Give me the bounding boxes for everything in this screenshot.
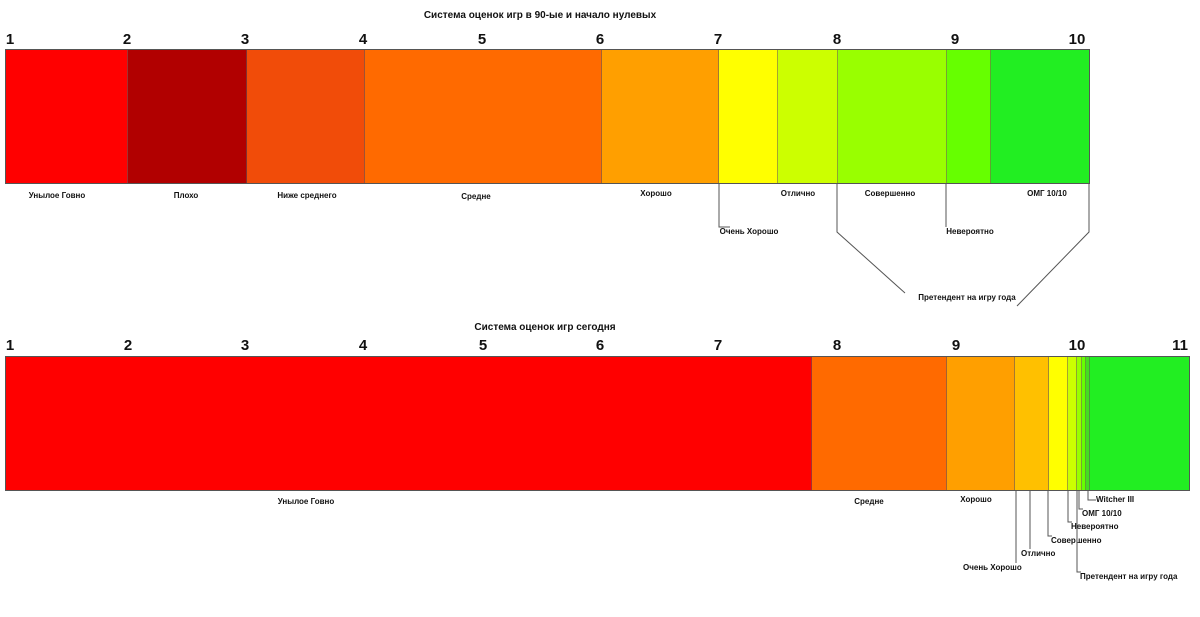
bottom-leader-omg bbox=[1078, 491, 1083, 510]
top-segment-omg bbox=[991, 50, 1089, 183]
bottom-scale-8: 8 bbox=[832, 337, 842, 354]
top-segment-sredne bbox=[365, 50, 602, 183]
bottom-scale-11: 11 bbox=[1172, 337, 1188, 354]
bottom-label-sredne: Средне bbox=[854, 497, 884, 506]
bottom-label-ochen-horosho: Очень Хорошо bbox=[963, 563, 1022, 572]
bottom-scale-5: 5 bbox=[478, 337, 488, 354]
top-label-sovershenno: Совершенно bbox=[864, 189, 916, 198]
top-label-neveroyatno: Невероятно bbox=[946, 227, 994, 236]
bottom-segment-omg bbox=[1082, 357, 1086, 490]
top-segment-ploho bbox=[128, 50, 247, 183]
top-scale-6: 6 bbox=[595, 31, 605, 48]
top-scale-3: 3 bbox=[240, 31, 250, 48]
bottom-title: Система оценок игр сегодня bbox=[474, 322, 616, 333]
top-scale-5: 5 bbox=[477, 31, 487, 48]
top-segment-neveroyatno bbox=[947, 50, 991, 183]
top-scale-7: 7 bbox=[713, 31, 723, 48]
top-segment-otlichno bbox=[778, 50, 838, 183]
bottom-segment-pretendent bbox=[1086, 357, 1090, 490]
top-bracket-left bbox=[836, 184, 906, 294]
bottom-segment-ochen-horosho bbox=[1015, 357, 1049, 490]
bottom-scale-3: 3 bbox=[240, 337, 250, 354]
bottom-label-witcher: Witcher III bbox=[1096, 495, 1135, 504]
bottom-segment-sovershenno bbox=[1068, 357, 1077, 490]
top-segment-unyloe-govno bbox=[6, 50, 128, 183]
top-scale-9: 9 bbox=[950, 31, 960, 48]
bottom-label-unyloe-govno: Унылое Говно bbox=[277, 497, 335, 506]
bottom-scale-2: 2 bbox=[123, 337, 133, 354]
bottom-leader-pretendent bbox=[1076, 491, 1081, 573]
bottom-scale-4: 4 bbox=[358, 337, 368, 354]
top-label-nizhe-srednego: Ниже среднего bbox=[277, 191, 337, 200]
top-scale-4: 4 bbox=[358, 31, 368, 48]
bottom-label-otlichno: Отлично bbox=[1021, 549, 1056, 558]
top-leader-ochen-horosho bbox=[718, 184, 730, 228]
top-segment-nizhe-srednego bbox=[247, 50, 365, 183]
top-segment-horosho bbox=[602, 50, 719, 183]
bottom-scale-10: 10 bbox=[1068, 337, 1086, 354]
bottom-scale-1: 1 bbox=[5, 337, 15, 354]
top-label-ploho: Плохо bbox=[173, 191, 199, 200]
bottom-label-horosho: Хорошо bbox=[960, 495, 992, 504]
bottom-segment-horosho bbox=[947, 357, 1015, 490]
top-label-omg: ОМГ 10/10 bbox=[1027, 189, 1067, 198]
bottom-rating-bar bbox=[5, 356, 1190, 491]
bottom-scale-9: 9 bbox=[951, 337, 961, 354]
bottom-label-sovershenno: Совершенно bbox=[1051, 536, 1102, 545]
top-bracket-label: Претендент на игру года bbox=[918, 293, 1016, 302]
bottom-segment-sredne bbox=[812, 357, 947, 490]
top-bracket-right bbox=[1016, 184, 1090, 307]
top-label-unyloe-govno: Унылое Говно bbox=[28, 191, 86, 200]
top-scale-10: 10 bbox=[1068, 31, 1086, 48]
top-title: Система оценок игр в 90-ые и начало нуле… bbox=[423, 10, 657, 21]
bottom-segment-neveroyatno bbox=[1077, 357, 1082, 490]
top-segment-ochen-horosho bbox=[719, 50, 778, 183]
top-rating-bar bbox=[5, 49, 1090, 184]
bottom-leader-sovershenno bbox=[1047, 491, 1052, 537]
bottom-label-neveroyatno: Невероятно bbox=[1071, 522, 1119, 531]
bottom-leader-neveroyatno bbox=[1067, 491, 1072, 523]
top-label-ochen-horosho: Очень Хорошо bbox=[719, 227, 779, 236]
top-label-horosho: Хорошо bbox=[640, 189, 672, 198]
top-scale-8: 8 bbox=[832, 31, 842, 48]
bottom-label-pretendent: Претендент на игру года bbox=[1080, 572, 1178, 581]
bottom-segment-unyloe-govno bbox=[6, 357, 812, 490]
top-scale-2: 2 bbox=[122, 31, 132, 48]
top-label-otlichno: Отлично bbox=[780, 189, 816, 198]
top-label-sredne: Средне bbox=[461, 192, 491, 201]
top-scale-1: 1 bbox=[5, 31, 15, 48]
bottom-label-omg: ОМГ 10/10 bbox=[1082, 509, 1122, 518]
bottom-scale-7: 7 bbox=[713, 337, 723, 354]
top-segment-sovershenno bbox=[838, 50, 947, 183]
bottom-scale-6: 6 bbox=[595, 337, 605, 354]
bottom-segment-otlichno bbox=[1049, 357, 1068, 490]
bottom-leader-witcher bbox=[1087, 491, 1096, 501]
bottom-segment-witcher bbox=[1090, 357, 1189, 490]
